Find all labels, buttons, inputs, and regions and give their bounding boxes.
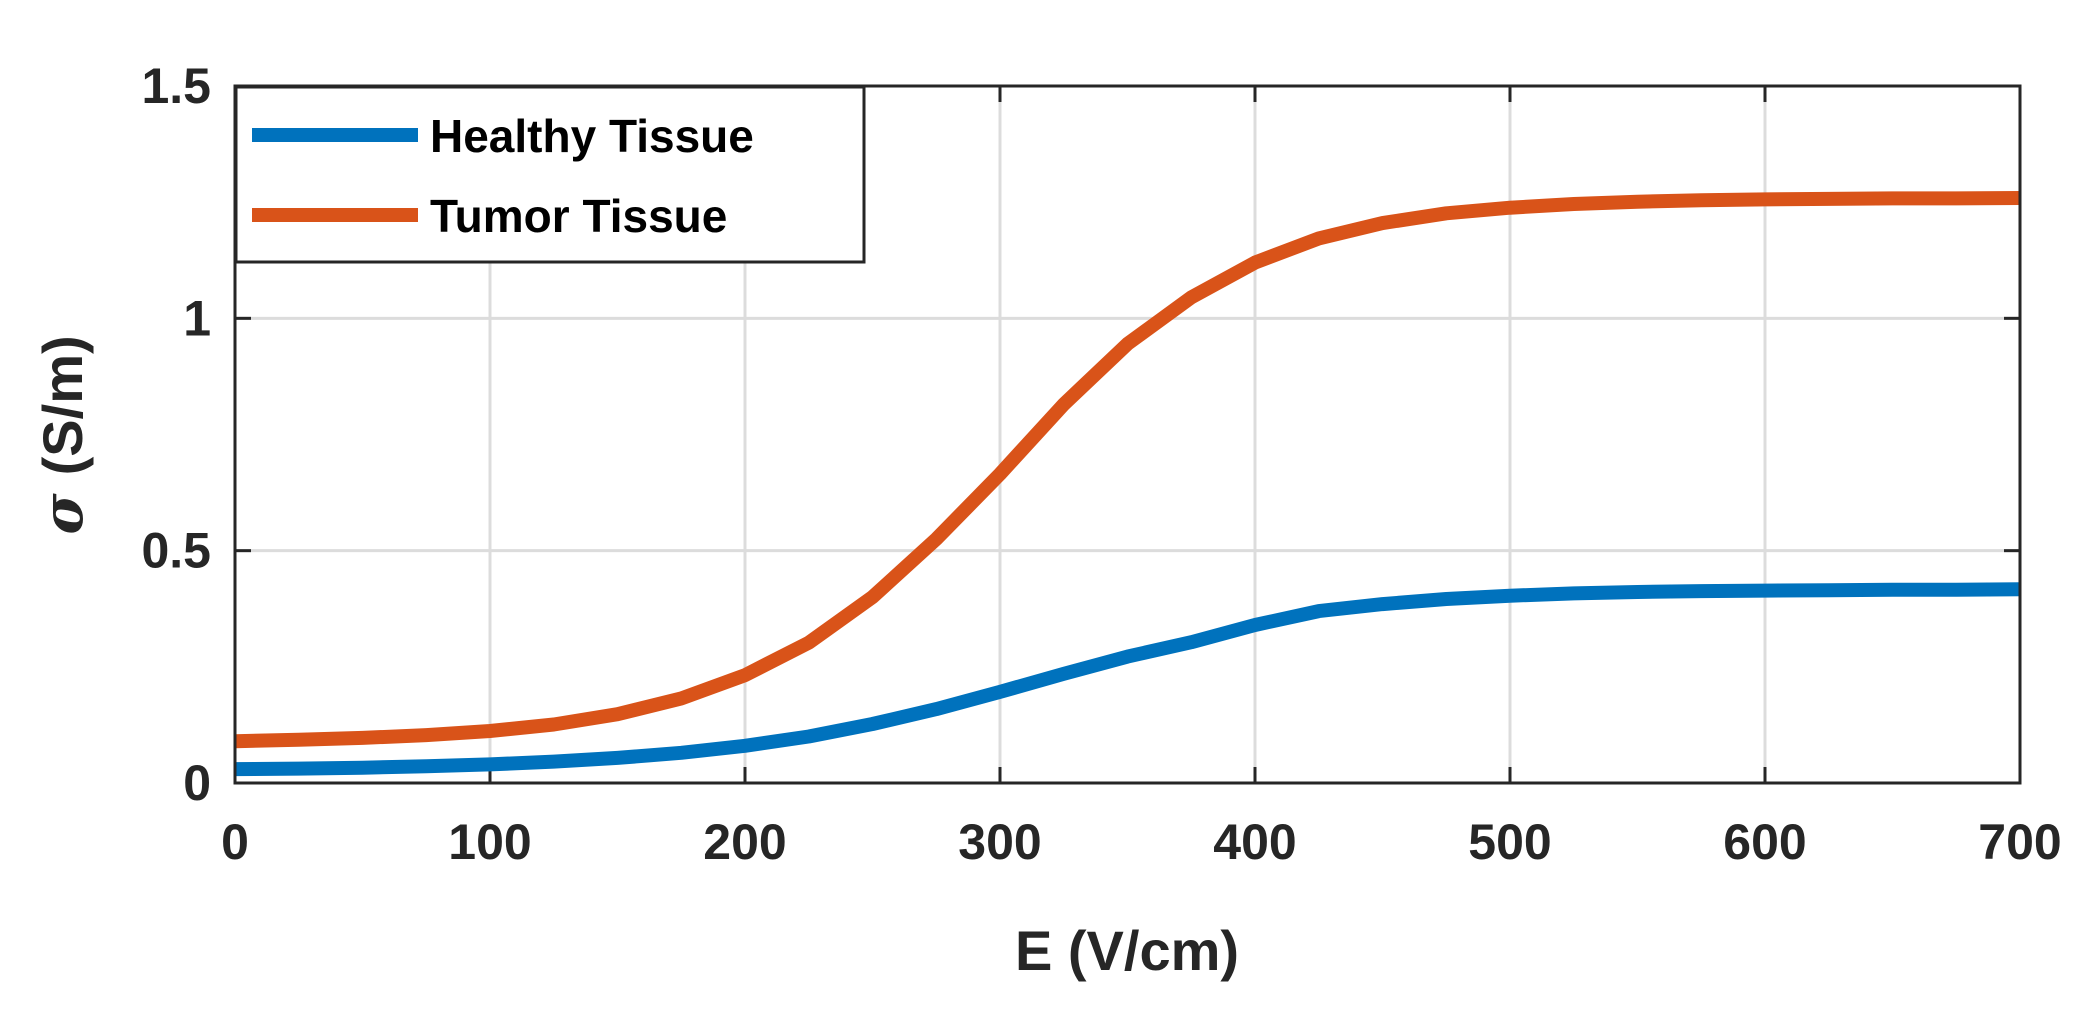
series-line-healthy-tissue	[234, 582, 2021, 777]
legend: Healthy Tissue Tumor Tissue	[234, 85, 866, 264]
y-tick-label: 1.5	[141, 58, 211, 114]
x-axis-title: E (V/cm)	[1015, 919, 1239, 982]
series-lines	[234, 191, 2021, 777]
series-line-tumor-tissue	[234, 191, 2021, 749]
y-tick-label: 1	[183, 290, 211, 346]
x-tick-label: 600	[1723, 814, 1806, 870]
y-axis-symbol: σ	[30, 493, 96, 535]
plot-frame	[233, 84, 2022, 785]
x-tick-label: 700	[1978, 814, 2061, 870]
y-tick-label: 0	[183, 755, 211, 811]
x-tick-label: 0	[221, 814, 249, 870]
legend-label-tumor: Tumor Tissue	[430, 190, 727, 242]
y-tick-label: 0.5	[141, 523, 211, 579]
x-tick-label: 500	[1468, 814, 1551, 870]
x-tick-label: 400	[1213, 814, 1296, 870]
legend-label-healthy: Healthy Tissue	[430, 110, 754, 162]
y-axis-title: σ (S/m)	[30, 335, 96, 534]
x-tick-label: 200	[703, 814, 786, 870]
tick-labels: 0 100 200 300 400 500 600 700 0 0.5 1 1.5	[141, 58, 2061, 870]
x-tick-label: 100	[448, 814, 531, 870]
y-axis-unit: (S/m)	[31, 335, 94, 475]
x-tick-label: 300	[958, 814, 1041, 870]
legend-box	[234, 85, 866, 264]
